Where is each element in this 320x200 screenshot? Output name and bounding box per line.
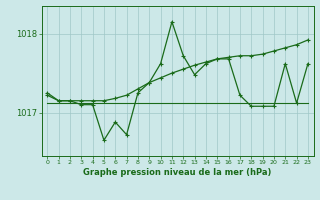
X-axis label: Graphe pression niveau de la mer (hPa): Graphe pression niveau de la mer (hPa): [84, 168, 272, 177]
